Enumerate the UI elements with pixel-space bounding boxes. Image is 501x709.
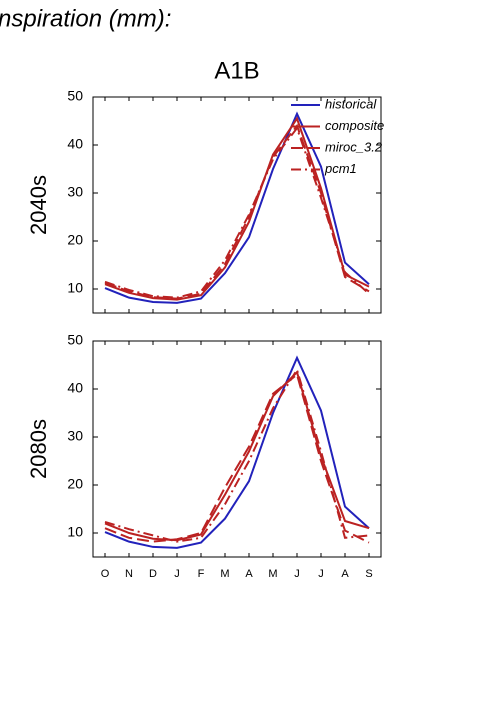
series-line <box>104 126 370 299</box>
x-tick-label: S <box>365 568 372 580</box>
x-tick-label: J <box>174 568 180 580</box>
x-tick-label: J <box>294 568 300 580</box>
legend-label: miroc_3.2 <box>325 139 383 154</box>
row-label: 2040s <box>26 175 51 235</box>
legend-label: composite <box>325 118 384 133</box>
y-tick-label: 20 <box>67 232 83 248</box>
y-tick-label: 50 <box>67 88 83 104</box>
y-tick-label: 20 <box>67 476 83 492</box>
scenario-title: A1B <box>214 57 259 84</box>
series-line <box>104 111 370 304</box>
plot-frame <box>92 340 382 558</box>
row-label: 2080s <box>26 419 51 479</box>
y-tick-label: 40 <box>67 136 83 152</box>
y-tick-label: 10 <box>67 280 83 296</box>
x-tick-label: A <box>245 568 253 580</box>
legend-label: pcm1 <box>324 161 357 176</box>
figure-title: nspiration (mm): <box>0 5 171 32</box>
series-line <box>104 370 370 542</box>
x-tick-label: M <box>220 568 229 580</box>
x-tick-label: M <box>268 568 277 580</box>
plot-frame <box>92 96 382 314</box>
y-tick-label: 40 <box>67 380 83 396</box>
x-tick-label: D <box>149 568 157 580</box>
y-tick-label: 30 <box>67 184 83 200</box>
y-tick-label: 30 <box>67 428 83 444</box>
series-line <box>104 367 370 543</box>
x-tick-label: O <box>101 568 110 580</box>
series-line <box>104 116 370 301</box>
x-tick-label: J <box>318 568 324 580</box>
x-tick-label: F <box>198 568 205 580</box>
y-tick-label: 10 <box>67 524 83 540</box>
x-tick-label: N <box>125 568 133 580</box>
legend-label: historical <box>325 96 377 111</box>
y-tick-label: 50 <box>67 332 83 348</box>
series-line <box>104 123 370 300</box>
x-tick-label: A <box>341 568 349 580</box>
series-line <box>104 372 370 544</box>
series-line <box>104 355 370 549</box>
